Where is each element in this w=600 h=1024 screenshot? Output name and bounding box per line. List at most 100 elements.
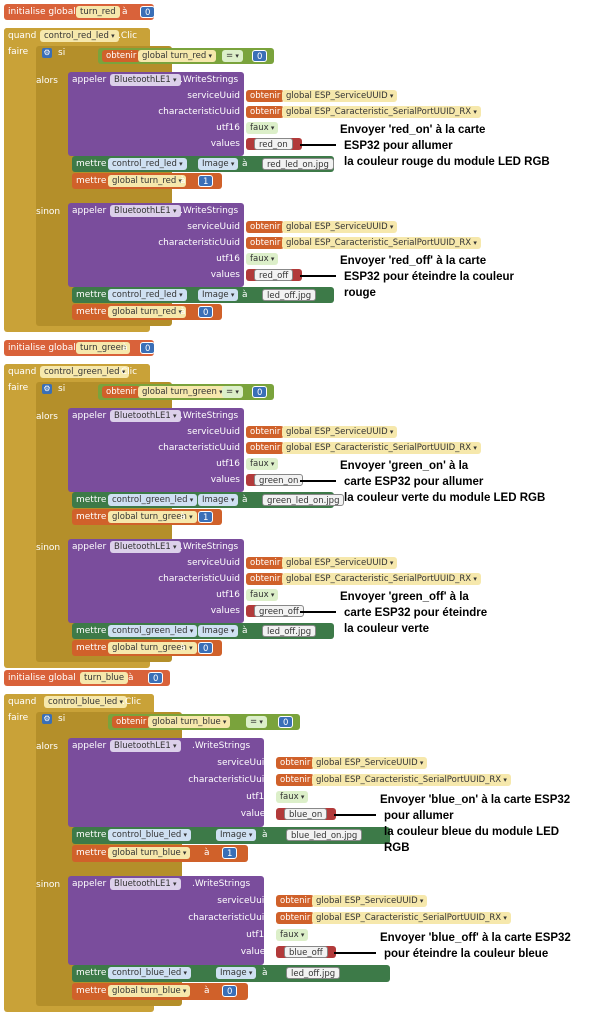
values-string-text[interactable]: blue_off (284, 946, 328, 958)
condition-number[interactable]: 0 (252, 50, 268, 62)
set-global-var[interactable]: global turn_red (108, 175, 187, 187)
values-string-text[interactable]: green_on (254, 474, 304, 486)
characteristic-uuid-var[interactable]: global ESP_Caracteristic_SerialPortUUID_… (282, 442, 481, 454)
service-uuid-var[interactable]: global ESP_ServiceUUID (312, 895, 428, 907)
gear-icon[interactable]: ⚙ (42, 714, 52, 724)
set-global-var[interactable]: global turn_blue (108, 847, 191, 859)
writestrings-call-block[interactable] (68, 876, 264, 965)
set-global-number[interactable]: 0 (198, 642, 214, 654)
condition-var[interactable]: global turn_red (138, 50, 217, 62)
utf16-bool-dropdown[interactable]: faux (246, 589, 279, 601)
utf16-bool-dropdown[interactable]: faux (276, 791, 309, 803)
init-var-name[interactable]: turn_red (76, 6, 120, 18)
set-component-dropdown[interactable]: control_green_led (108, 625, 198, 637)
set-to-label: à (262, 968, 268, 978)
set-property-dropdown[interactable]: Image (198, 158, 239, 170)
writestrings-call-block[interactable] (68, 408, 244, 492)
values-string-text[interactable]: red_off (254, 269, 294, 281)
component-dropdown[interactable]: BluetoothLE1 (110, 541, 181, 553)
compare-operator[interactable]: = (222, 50, 243, 62)
event-component-dropdown[interactable]: control_red_led (40, 30, 119, 42)
characteristic-uuid-var[interactable]: global ESP_Caracteristic_SerialPortUUID_… (282, 237, 481, 249)
condition-var[interactable]: global turn_blue (148, 716, 231, 728)
annotation-note-line: Envoyer 'blue_on' à la carte ESP32 (380, 794, 571, 806)
compare-operator[interactable]: = (222, 386, 243, 398)
condition-get-keyword: obtenir (102, 50, 141, 62)
condition-number[interactable]: 0 (278, 716, 294, 728)
utf16-bool-dropdown[interactable]: faux (246, 253, 279, 265)
set-global-number[interactable]: 1 (198, 511, 214, 523)
component-dropdown[interactable]: BluetoothLE1 (110, 878, 181, 890)
event-component-dropdown[interactable]: control_green_led (40, 366, 130, 378)
condition-var[interactable]: global turn_green (138, 386, 227, 398)
init-var-name[interactable]: turn_blue (80, 672, 129, 684)
set-component-dropdown[interactable]: control_blue_led (108, 967, 192, 979)
service-uuid-var[interactable]: global ESP_ServiceUUID (282, 90, 398, 102)
values-string-text[interactable]: red_on (254, 138, 293, 150)
utf16-bool-dropdown[interactable]: faux (276, 929, 309, 941)
set-property-dropdown[interactable]: Image (198, 289, 239, 301)
set-global-keyword: mettre (76, 176, 107, 186)
gear-icon[interactable]: ⚙ (42, 48, 52, 58)
characteristic-uuid-var[interactable]: global ESP_Caracteristic_SerialPortUUID_… (312, 912, 511, 924)
set-component-dropdown[interactable]: control_green_led (108, 494, 198, 506)
set-component-dropdown[interactable]: control_blue_led (108, 829, 192, 841)
utf16-bool-dropdown[interactable]: faux (246, 122, 279, 134)
set-global-var[interactable]: global turn_blue (108, 985, 191, 997)
service-uuid-var[interactable]: global ESP_ServiceUUID (282, 557, 398, 569)
writestrings-call-block[interactable] (68, 738, 264, 827)
writestrings-call-block[interactable] (68, 72, 244, 156)
set-global-to-label: à (204, 986, 210, 996)
set-component-dropdown[interactable]: control_red_led (108, 289, 187, 301)
set-property-dropdown[interactable]: Image (198, 494, 239, 506)
image-file-string[interactable]: led_off.jpg (286, 967, 341, 979)
writestrings-call-block[interactable] (68, 539, 244, 623)
image-file-string[interactable]: red_led_on.jpg (262, 158, 334, 170)
compare-operator[interactable]: = (246, 716, 267, 728)
set-global-var[interactable]: global turn_red (108, 306, 187, 318)
if-label: si (58, 48, 66, 58)
characteristic-uuid-var[interactable]: global ESP_Caracteristic_SerialPortUUID_… (282, 106, 481, 118)
characteristic-uuid-label: characteristicUuid (158, 107, 240, 117)
set-component-dropdown[interactable]: control_red_led (108, 158, 187, 170)
service-uuid-var[interactable]: global ESP_ServiceUUID (312, 757, 428, 769)
if-label: si (58, 384, 66, 394)
image-file-string[interactable]: led_off.jpg (262, 289, 317, 301)
set-property-dropdown[interactable]: Image (198, 625, 239, 637)
component-dropdown[interactable]: BluetoothLE1 (110, 74, 181, 86)
service-uuid-var[interactable]: global ESP_ServiceUUID (282, 221, 398, 233)
set-property-dropdown[interactable]: Image (216, 967, 257, 979)
set-global-number[interactable]: 1 (222, 847, 238, 859)
gear-icon[interactable]: ⚙ (42, 384, 52, 394)
event-component-dropdown[interactable]: control_blue_led (44, 696, 128, 708)
set-global-var[interactable]: global turn_green (108, 642, 197, 654)
condition-number[interactable]: 0 (252, 386, 268, 398)
utf16-bool-dropdown[interactable]: faux (246, 458, 279, 470)
set-to-label: à (242, 290, 248, 300)
set-global-number[interactable]: 1 (198, 175, 214, 187)
set-global-var[interactable]: global turn_green (108, 511, 197, 523)
service-uuid-var[interactable]: global ESP_ServiceUUID (282, 426, 398, 438)
init-number[interactable]: 0 (140, 6, 156, 18)
characteristic-uuid-var[interactable]: global ESP_Caracteristic_SerialPortUUID_… (312, 774, 511, 786)
writestrings-call-block[interactable] (68, 203, 244, 287)
call-keyword: appeler (72, 411, 107, 421)
image-file-string[interactable]: blue_led_on.jpg (286, 829, 363, 841)
set-keyword: mettre (76, 159, 107, 169)
init-number[interactable]: 0 (148, 672, 164, 684)
values-string-text[interactable]: green_off (254, 605, 304, 617)
init-number[interactable]: 0 (140, 342, 156, 354)
set-property-dropdown[interactable]: Image (216, 829, 257, 841)
init-var-name[interactable]: turn_green (76, 342, 131, 354)
component-dropdown[interactable]: BluetoothLE1 (110, 410, 181, 422)
component-dropdown[interactable]: BluetoothLE1 (110, 205, 181, 217)
values-string-text[interactable]: blue_on (284, 808, 328, 820)
image-file-string[interactable]: green_led_on.jpg (262, 494, 345, 506)
image-file-string[interactable]: led_off.jpg (262, 625, 317, 637)
set-global-number[interactable]: 0 (222, 985, 238, 997)
set-global-number[interactable]: 0 (198, 306, 214, 318)
annotation-note-line: RGB (384, 842, 410, 854)
characteristic-uuid-var[interactable]: global ESP_Caracteristic_SerialPortUUID_… (282, 573, 481, 585)
component-dropdown[interactable]: BluetoothLE1 (110, 740, 181, 752)
do-label: faire (8, 383, 29, 393)
